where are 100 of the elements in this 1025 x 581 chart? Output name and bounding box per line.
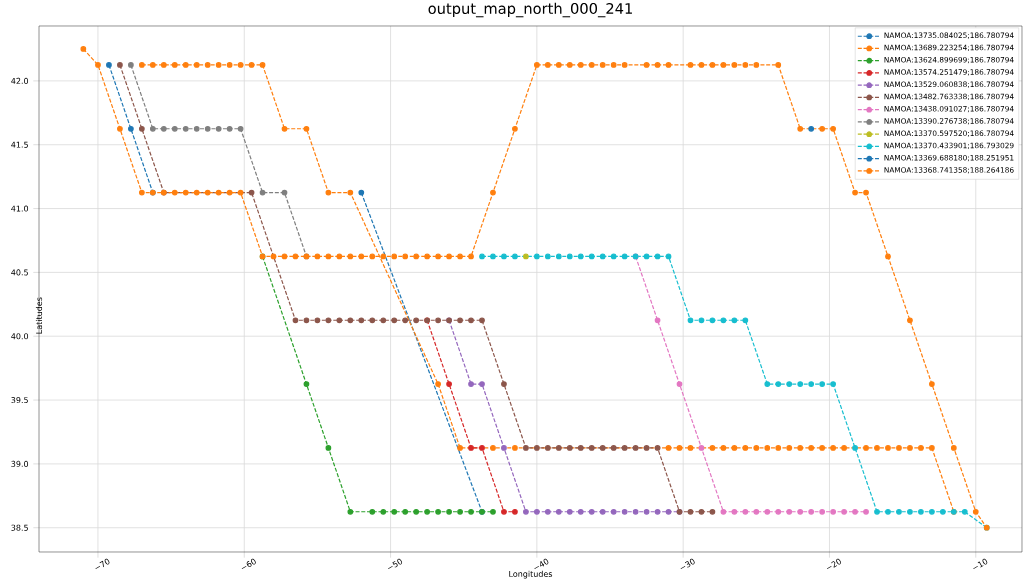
point [654, 317, 661, 324]
point [797, 381, 804, 387]
point [237, 62, 244, 68]
point [501, 381, 507, 387]
point [325, 189, 332, 196]
point [215, 62, 222, 68]
point [577, 508, 584, 515]
chart-title: output_map_north_000_241 [428, 2, 632, 18]
point [512, 253, 518, 260]
point [709, 508, 716, 515]
point [687, 317, 694, 324]
point [665, 508, 672, 515]
point [808, 445, 815, 451]
point [380, 317, 387, 324]
point [819, 445, 826, 451]
point [336, 317, 343, 324]
y-tick-label: 39.0 [11, 460, 29, 467]
point [457, 508, 463, 515]
point [929, 445, 935, 451]
point [468, 317, 474, 324]
point [643, 445, 650, 451]
point [468, 381, 474, 387]
point [138, 62, 145, 68]
point [808, 381, 815, 387]
point [193, 62, 200, 68]
point [303, 317, 310, 324]
point [731, 445, 738, 451]
point [215, 125, 222, 132]
y-tick-label: 40.5 [11, 269, 28, 276]
point [830, 508, 836, 515]
point [512, 508, 518, 515]
point [534, 445, 540, 451]
point [599, 253, 606, 260]
point [907, 508, 913, 515]
point [720, 317, 727, 324]
point [610, 445, 617, 451]
point [939, 508, 946, 515]
point [325, 317, 332, 324]
point [896, 445, 902, 451]
x-tick-label: −50 [388, 558, 403, 570]
point [577, 445, 584, 451]
point [610, 253, 617, 260]
point [501, 253, 507, 260]
point [555, 253, 562, 260]
y-tick-label: 39.5 [11, 397, 28, 404]
point [863, 445, 869, 451]
point [599, 508, 606, 515]
point [786, 381, 793, 387]
point [874, 445, 880, 451]
point [698, 445, 705, 451]
point [808, 125, 815, 132]
point [128, 125, 134, 132]
point [325, 445, 332, 451]
point [610, 508, 617, 515]
point [918, 508, 924, 515]
point [292, 317, 299, 324]
point [160, 125, 167, 132]
point [643, 253, 650, 260]
point [676, 445, 683, 451]
y-tick-label: 40.0 [11, 333, 29, 340]
point [896, 508, 902, 515]
point [632, 508, 639, 515]
point [599, 445, 606, 451]
point [303, 381, 310, 387]
point [226, 62, 233, 68]
point [632, 445, 639, 451]
point [588, 508, 595, 515]
point [347, 317, 354, 324]
point [303, 125, 310, 132]
point [621, 253, 628, 260]
point [391, 317, 398, 324]
point [193, 125, 200, 132]
x-tick-label: −30 [680, 558, 695, 570]
point [468, 445, 474, 451]
point [544, 508, 551, 515]
point [929, 508, 935, 515]
point [446, 381, 452, 387]
point [435, 317, 441, 324]
point [435, 381, 441, 387]
point [237, 125, 244, 132]
point [479, 445, 485, 451]
point [566, 445, 573, 451]
point [479, 317, 485, 324]
point [709, 317, 716, 324]
point [149, 62, 156, 68]
point [380, 508, 387, 515]
point [501, 508, 507, 515]
point [160, 62, 167, 68]
point [128, 62, 134, 68]
point [797, 508, 804, 515]
point [347, 189, 354, 196]
point [841, 508, 847, 515]
point [446, 508, 452, 515]
point [457, 317, 463, 324]
x-tick-label: −60 [241, 558, 256, 570]
point [709, 445, 716, 451]
y-axis-title: Latitudes [35, 297, 43, 334]
point [852, 508, 858, 515]
point [281, 189, 288, 196]
point [676, 381, 683, 387]
